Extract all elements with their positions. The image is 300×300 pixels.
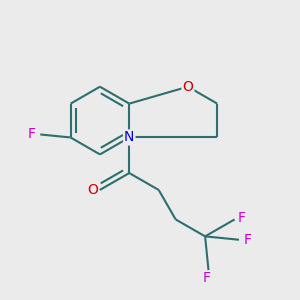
Text: N: N: [124, 130, 134, 145]
Text: F: F: [244, 233, 252, 247]
Text: F: F: [203, 272, 211, 286]
Text: F: F: [238, 211, 246, 225]
Text: F: F: [28, 128, 35, 142]
Text: O: O: [87, 183, 98, 197]
Text: O: O: [182, 80, 194, 94]
